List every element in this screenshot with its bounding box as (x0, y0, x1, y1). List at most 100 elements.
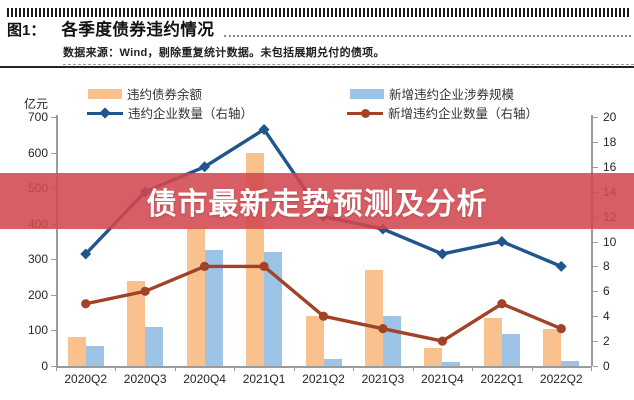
left-axis-tick-label: 200 (27, 287, 48, 302)
bar-series-1 (204, 250, 223, 366)
right-axis-tick-label: 0 (603, 359, 610, 373)
x-axis-tick (115, 366, 117, 371)
bar-series-1 (145, 326, 164, 366)
legend-label: 新增违约企业数量（右轴） (388, 107, 539, 121)
diamond-marker-icon (80, 248, 92, 260)
circle-marker-icon (200, 261, 210, 271)
circle-marker-icon (497, 299, 507, 309)
diamond-marker-icon (555, 260, 567, 272)
x-axis-tick (472, 366, 474, 371)
left-axis-tick-label: 0 (41, 359, 48, 373)
x-axis-tick (56, 366, 57, 371)
x-axis-tick (591, 366, 592, 371)
circle-marker-icon (318, 311, 329, 321)
x-axis-label: 2021Q2 (302, 372, 345, 386)
circle-marker-icon (361, 108, 370, 118)
right-axis-tick-label: 16 (603, 159, 617, 174)
right-axis-tick (592, 141, 598, 143)
legend-item-default-company-count: 违约企业数量（右轴） (87, 103, 253, 122)
legend-swatch-blue-bar (350, 88, 384, 99)
x-axis-label: 2021Q4 (421, 372, 464, 386)
right-axis-tick (592, 241, 598, 243)
circle-marker-icon (437, 336, 447, 346)
x-axis-label: 2020Q2 (64, 372, 108, 386)
bar-series-0 (186, 227, 205, 366)
promo-overlay-banner: 债市最新走势预测及分析 (0, 173, 634, 229)
bar-series-1 (442, 362, 461, 366)
left-axis-line (56, 115, 58, 366)
bar-series-0 (424, 347, 443, 366)
x-axis-label: 2022Q1 (480, 372, 524, 386)
bar-series-0 (67, 336, 86, 366)
circle-marker-icon (259, 261, 269, 271)
legend-item-new-default-bond-scale: 新增违约企业涉券规模 (350, 84, 514, 103)
x-axis-label: 2021Q3 (361, 372, 405, 386)
x-axis-label: 2021Q1 (242, 372, 286, 386)
left-axis-tick-label: 100 (27, 323, 48, 338)
diamond-marker-icon (258, 123, 270, 135)
right-axis-tick (592, 266, 598, 268)
x-axis-line (56, 366, 592, 368)
right-axis-tick (592, 291, 598, 293)
x-axis-label: 2020Q3 (123, 372, 167, 386)
circle-marker-icon (81, 299, 91, 309)
bar-series-1 (561, 360, 580, 366)
left-axis-tick (51, 330, 56, 332)
circle-marker-icon (140, 286, 150, 296)
right-axis-tick-label: 8 (603, 259, 610, 274)
x-axis-label: 2020Q4 (183, 372, 226, 386)
legend-swatch-navy-line (87, 106, 123, 119)
figure-number-label: 图1： (7, 22, 46, 39)
circle-marker-icon (556, 324, 566, 334)
bar-series-0 (127, 281, 146, 366)
x-axis-tick (234, 366, 236, 371)
line-circle (85, 264, 562, 343)
x-axis-tick (412, 366, 414, 371)
title-dotted-separator (224, 35, 631, 37)
x-axis-tick (174, 366, 176, 371)
legend-item-new-default-company-count: 新增违约企业数量（右轴） (347, 103, 538, 122)
left-axis-tick (51, 152, 56, 154)
right-axis-tick (592, 117, 598, 118)
data-source-note: 数据来源：Wind，剔除重复统计数据。未包括展期兑付的债项。 (63, 47, 385, 59)
x-axis-label: 2022Q2 (539, 372, 583, 386)
right-axis-tick (592, 166, 598, 168)
left-axis-unit-label: 亿元 (24, 97, 49, 111)
right-axis-tick-label: 6 (603, 284, 610, 299)
bar-series-1 (323, 358, 342, 366)
right-axis-tick-label: 2 (603, 334, 610, 349)
x-axis-tick (353, 366, 355, 371)
bar-series-1 (85, 346, 104, 366)
left-axis-tick (51, 117, 56, 118)
left-axis-tick (51, 294, 56, 296)
bar-series-0 (543, 328, 562, 366)
right-axis-tick-label: 18 (603, 134, 617, 149)
right-axis-tick (592, 366, 598, 367)
right-axis-tick (592, 316, 598, 318)
left-axis-tick-label: 300 (27, 252, 48, 267)
bar-series-0 (305, 316, 324, 366)
left-axis-tick-label: 700 (27, 110, 48, 124)
diamond-marker-icon (436, 248, 448, 260)
right-axis-tick-label: 10 (603, 234, 617, 249)
source-row: 数据来源：Wind，剔除重复统计数据。未包括展期兑付的债项。 (63, 41, 634, 65)
figure-title: 各季度债券违约情况 (61, 21, 215, 39)
promo-overlay-text: 债市最新走势预测及分析 (146, 188, 488, 221)
x-axis-tick (293, 366, 295, 371)
barcode-stripe-decoration (7, 8, 630, 17)
x-axis-tick (531, 366, 533, 371)
bar-series-1 (264, 252, 283, 366)
left-axis-tick-label: 600 (27, 145, 48, 160)
right-axis-tick-label: 20 (603, 110, 617, 124)
right-axis-tick (592, 341, 598, 343)
bar-series-0 (364, 269, 383, 366)
figure-header: 图1： 各季度债券违约情况 数据来源：Wind，剔除重复统计数据。未包括展期兑付… (0, 17, 634, 68)
legend-swatch-brown-line (347, 107, 383, 119)
legend-swatch-orange-bar (88, 88, 122, 99)
legend-item-defaulted-bond-balance: 违约债券余额 (88, 84, 202, 103)
bar-series-1 (501, 333, 520, 366)
right-axis-tick-label: 4 (603, 309, 610, 324)
left-axis-tick (51, 259, 56, 261)
legend-label: 违约企业数量（右轴） (128, 107, 254, 121)
